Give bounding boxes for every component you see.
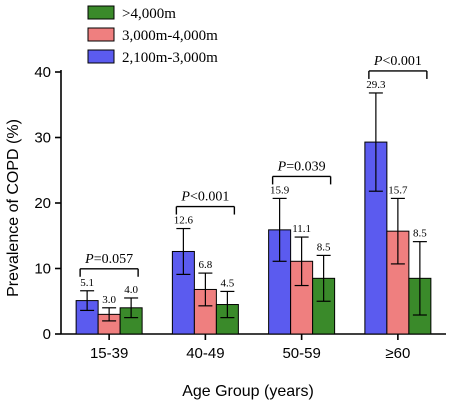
legend-label: >4,000m xyxy=(122,6,176,22)
data-label: 8.5 xyxy=(317,241,331,253)
data-label: 12.6 xyxy=(174,215,194,227)
p-value-annotation: P=0.057 xyxy=(84,252,133,267)
data-label: 15.7 xyxy=(388,184,408,196)
legend-swatch xyxy=(87,5,115,20)
p-symbol: P xyxy=(277,159,287,174)
bars: 5.1 3.0 4.0 12.6 6.8 4.5 15.9 11.1 8.5 29.3 15.7 8.… xyxy=(75,79,432,335)
p-value: <0.001 xyxy=(382,54,421,69)
data-label: 6.8 xyxy=(199,259,213,271)
x-axis: 15-39 40-49 50-59 ≥60 xyxy=(61,333,446,362)
y-axis-title: Prevalence of COPD (%) xyxy=(5,119,22,297)
p-value-annotation: P<0.001 xyxy=(180,190,229,205)
y-tick-label: 0 xyxy=(43,326,51,343)
legend-label: 2,100m-3,000m xyxy=(122,50,218,66)
data-label: 8.5 xyxy=(413,228,427,240)
p-value: <0.001 xyxy=(190,190,229,205)
p-symbol: P xyxy=(373,54,383,69)
legend-swatch xyxy=(87,27,115,42)
data-label: 3.0 xyxy=(102,294,116,306)
x-tick-label: ≥60 xyxy=(385,345,410,362)
data-label: 4.0 xyxy=(124,284,138,296)
y-axis: 0 10 20 30 40 xyxy=(34,64,62,343)
x-axis-title: Age Group (years) xyxy=(182,383,314,400)
legend-swatch xyxy=(87,49,115,64)
data-label: 4.5 xyxy=(221,277,235,289)
p-symbol: P xyxy=(180,190,190,205)
y-tick-label: 20 xyxy=(34,195,51,212)
x-tick-label: 15-39 xyxy=(90,345,128,362)
data-label: 29.3 xyxy=(366,79,386,91)
p-symbol: P xyxy=(84,252,94,267)
y-tick-label: 40 xyxy=(34,64,51,81)
legend-label: 3,000m-4,000m xyxy=(122,28,218,44)
data-label: 15.9 xyxy=(270,184,290,196)
x-tick-label: 40-49 xyxy=(186,345,224,362)
data-label: 5.1 xyxy=(80,277,94,289)
p-value-annotation: P=0.039 xyxy=(277,159,326,174)
p-value: =0.039 xyxy=(286,159,325,174)
y-tick-label: 30 xyxy=(34,130,51,147)
legend: >4,000m 3,000m-4,000m 2,100m-3,000m xyxy=(87,5,218,66)
y-tick-label: 10 xyxy=(34,261,51,278)
p-value-annotation: P<0.001 xyxy=(373,54,422,69)
data-label: 11.1 xyxy=(292,223,311,235)
p-value: =0.057 xyxy=(94,252,133,267)
x-tick-label: 50-59 xyxy=(282,345,320,362)
